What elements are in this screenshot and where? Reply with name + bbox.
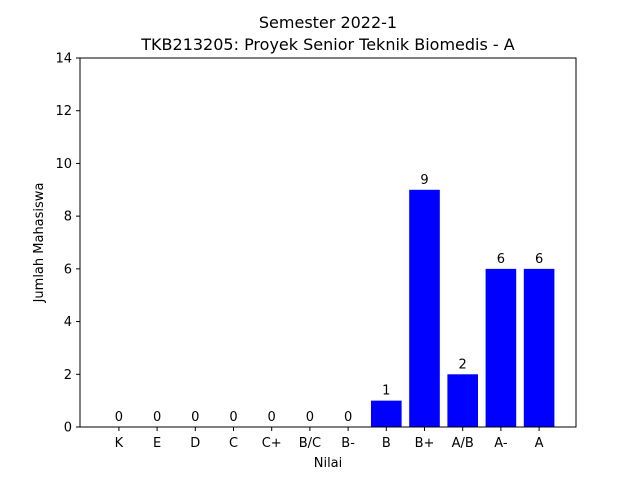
y-tick-label: 6 [64, 262, 72, 277]
x-axis: K E D C C+ B/C B- B B+ A/B A- A [115, 427, 544, 451]
y-tick-label: 4 [64, 315, 72, 330]
data-label-A: 6 [535, 252, 543, 267]
y-tick-label: 8 [64, 210, 72, 225]
bar-A [524, 269, 555, 427]
x-tick-label-B-: B- [341, 436, 355, 451]
data-label-B: 1 [382, 384, 390, 399]
bar-A/B [447, 374, 478, 427]
x-tick-label-A/B: A/B [452, 436, 474, 451]
x-tick-label-C: C [229, 436, 238, 451]
x-tick-label-C+: C+ [262, 436, 282, 451]
bar-B [371, 401, 402, 427]
chart-title-line1: Semester 2022-1 [259, 13, 397, 32]
data-label-E: 0 [153, 410, 161, 425]
data-label-A/B: 2 [459, 357, 467, 372]
bars-group [371, 190, 554, 427]
y-tick-label: 10 [55, 157, 72, 172]
y-axis: 0 2 4 6 8 10 12 14 [55, 52, 80, 436]
x-tick-label-A-: A- [494, 436, 508, 451]
data-label-B-: 0 [344, 410, 352, 425]
data-label-D: 0 [191, 410, 199, 425]
data-labels-group: 0 0 0 0 0 0 0 1 9 2 6 6 [115, 173, 543, 425]
data-label-C: 0 [229, 410, 237, 425]
x-tick-label-A: A [535, 436, 544, 451]
bar-A- [486, 269, 517, 427]
x-tick-label-B: B [382, 436, 391, 451]
x-axis-label: Nilai [314, 456, 343, 471]
data-label-B+: 9 [420, 173, 428, 188]
y-axis-label: Jumlah Mahasiswa [32, 183, 47, 304]
y-tick-label: 2 [64, 368, 72, 383]
bar-B+ [409, 190, 440, 427]
data-label-C+: 0 [268, 410, 276, 425]
data-label-A-: 6 [497, 252, 505, 267]
y-tick-label: 14 [55, 52, 72, 67]
data-label-K: 0 [115, 410, 123, 425]
y-tick-label: 12 [55, 104, 72, 119]
x-tick-label-B/C: B/C [299, 436, 321, 451]
chart-title-line2: TKB213205: Proyek Senior Teknik Biomedis… [140, 35, 515, 54]
x-tick-label-K: K [115, 436, 124, 451]
x-tick-label-E: E [153, 436, 161, 451]
x-tick-label-D: D [190, 436, 200, 451]
x-tick-label-B+: B+ [415, 436, 435, 451]
y-tick-label: 0 [64, 421, 72, 436]
data-label-B/C: 0 [306, 410, 314, 425]
